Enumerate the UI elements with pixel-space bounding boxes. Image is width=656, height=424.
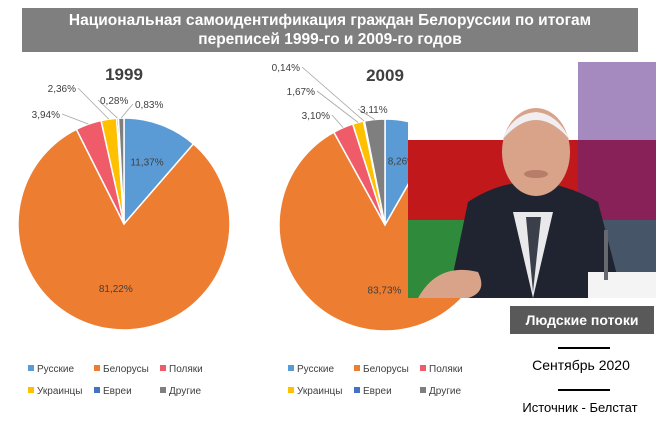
leader-line-2009-5 — [357, 108, 375, 120]
data-label-2009-2: 3,10% — [302, 111, 330, 122]
data-label-1999-1: 81,22% — [99, 284, 133, 295]
legend-label-2009-3: Украинцы — [297, 386, 342, 397]
legend-swatch-1999-0 — [28, 365, 34, 371]
legend-swatch-1999-4 — [94, 387, 100, 393]
legend-swatch-1999-1 — [94, 365, 100, 371]
chart-title: Национальная самоидентификация граждан Б… — [22, 8, 638, 52]
legend-swatch-1999-5 — [160, 387, 166, 393]
legend-1999: Русские Белорусы Поляки Украинцы Евреи Другие — [28, 364, 203, 397]
leader-line-1999-3 — [77, 87, 110, 120]
legend-label-2009-1: Белорусы — [363, 364, 409, 375]
leader-line-1999-5 — [120, 103, 134, 119]
data-label-2009-0: 8,26% — [388, 157, 416, 168]
legend-label-2009-0: Русские — [297, 364, 335, 375]
legend-label-1999-2: Поляки — [169, 364, 203, 375]
data-label-2009-1: 83,73% — [368, 286, 402, 297]
data-label-1999-5: 0,83% — [135, 100, 163, 111]
data-label-2009-3: 1,67% — [287, 87, 315, 98]
legend-label-1999-3: Украинцы — [37, 386, 82, 397]
legend-label-1999-1: Белорусы — [103, 364, 149, 375]
chart-title-line-1: Национальная самоидентификация граждан Б… — [68, 12, 592, 29]
legend-swatch-2009-3 — [288, 387, 294, 393]
data-label-2009-4: 0,14% — [272, 63, 300, 74]
chart-title-line-2: переписей 1999-го и 2009-го годов — [198, 31, 462, 48]
pie-title-1999: 1999 — [105, 65, 143, 84]
data-label-1999-0: 11,37% — [130, 157, 163, 168]
data-label-2009-5: 3,11% — [360, 105, 388, 116]
legend-label-2009-5: Другие — [429, 386, 461, 397]
leader-line-1999-4 — [97, 99, 118, 119]
source-note: Источник - Белстат — [522, 400, 638, 415]
legend-swatch-2009-2 — [420, 365, 426, 371]
people-flows-badge: Людские потоки — [510, 306, 654, 334]
leader-line-1999-2 — [61, 113, 89, 125]
legend-swatch-2009-1 — [354, 365, 360, 371]
pie-title-2009: 2009 — [366, 66, 404, 85]
legend-swatch-2009-5 — [420, 387, 426, 393]
data-label-1999-3: 2,36% — [48, 84, 76, 95]
legend-swatch-1999-3 — [28, 387, 34, 393]
divider-line-bottom — [558, 389, 610, 391]
legend-swatch-2009-4 — [354, 387, 360, 393]
legend-label-2009-4: Евреи — [363, 386, 392, 397]
divider-line-top — [558, 347, 610, 349]
legend-label-1999-0: Русские — [37, 364, 75, 375]
leader-line-2009-2 — [331, 114, 344, 128]
legend-swatch-1999-2 — [160, 365, 166, 371]
portrait-photo — [408, 62, 656, 298]
leader-line-2009-4 — [301, 66, 365, 122]
pie-slice-1999-0 — [123, 117, 195, 227]
legend-label-1999-5: Другие — [169, 386, 201, 397]
pie-chart-1999: 1999 11,37% 81,22% 3,94% 2,36% 0,28% 0,83% — [17, 65, 231, 331]
publication-date: Сентябрь 2020 — [532, 357, 630, 373]
legend-label-2009-2: Поляки — [429, 364, 463, 375]
data-label-1999-4: 0,28% — [100, 96, 128, 107]
legend-label-1999-4: Евреи — [103, 386, 132, 397]
legend-swatch-2009-0 — [288, 365, 294, 371]
legend-2009: Русские Белорусы Поляки Украинцы Евреи Другие — [288, 364, 463, 397]
pie-slice-1999-1 — [17, 128, 231, 331]
pie-slice-1999-5 — [117, 117, 125, 225]
leader-line-2009-3 — [316, 90, 359, 123]
data-label-1999-2: 3,94% — [32, 110, 60, 121]
